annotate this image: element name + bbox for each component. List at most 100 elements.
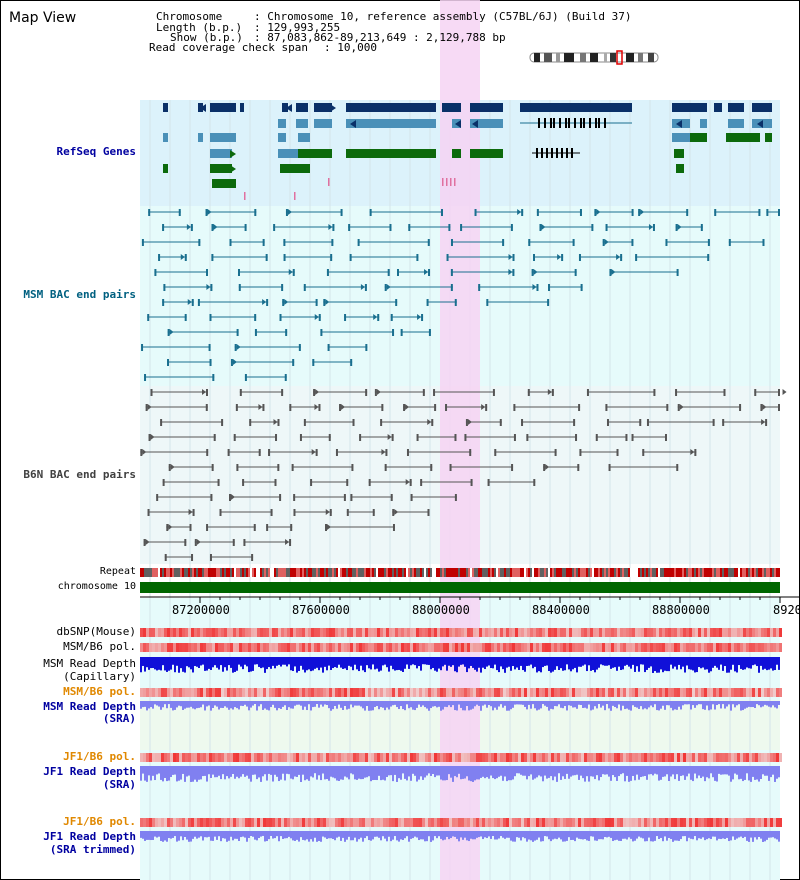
heat-cell [209,628,212,637]
depth-bar [424,701,426,708]
depth-bar [762,701,764,707]
depth-bar [756,657,758,667]
depth-bar [254,831,256,840]
heat-cell [263,643,266,652]
msm-pair-end [675,224,678,231]
gene-arrow [676,120,682,128]
depth-bar [714,766,716,781]
depth-bar [326,766,328,780]
heat-cell [614,643,617,652]
track-label-b6n-bac[interactable]: B6N BAC end pairs [23,468,136,481]
track-label-refseq[interactable]: RefSeq Genes [56,145,136,158]
depth-bar [160,831,162,841]
depth-bar [198,831,200,838]
repeat-cell [776,568,778,577]
heat-cell [587,818,590,827]
heat-cell [206,688,209,697]
depth-bar [266,831,268,842]
depth-bar [766,657,768,671]
track-label-msm-bac[interactable]: MSM BAC end pairs [23,288,136,301]
depth-bar [626,657,628,665]
heat-cell [491,628,494,637]
b6n-pair-end [666,404,669,411]
depth-bar [220,701,222,708]
depth-bar [168,766,170,781]
depth-bar [268,831,270,840]
depth-bar [752,701,754,708]
heat-cell [665,818,668,827]
heat-cell [722,628,725,637]
msm-pair-arrow [232,359,237,365]
repeat-cell [644,568,646,577]
depth-bar [680,701,682,710]
depth-bar [532,657,534,669]
depth-bar [556,657,558,667]
depth-bar [756,701,758,705]
depth-bar [716,701,718,706]
repeat-cell [774,568,776,577]
depth-bar [458,657,460,667]
b6n-pair-end [586,389,589,396]
depth-bar [582,831,584,840]
heat-cell [287,688,290,697]
repeat-cell [538,568,540,577]
heat-cell [620,643,623,652]
depth-bar [226,701,228,708]
heat-cell [737,818,740,827]
depth-bar [190,701,192,707]
depth-bar [318,766,320,776]
heat-cell [671,643,674,652]
b6n-pair-end [616,449,619,456]
repeat-cell [370,568,372,577]
depth-bar [242,701,244,707]
heat-cell [359,643,362,652]
heat-cell [359,688,362,697]
gene-block [674,149,684,158]
heat-cell [752,753,755,762]
heat-cell [245,688,248,697]
depth-bar [262,701,264,710]
heat-cell [662,643,665,652]
chromosome-bar [140,582,780,593]
b6n-pair-end [315,449,318,456]
heat-cell [320,688,323,697]
depth-bar [384,701,386,711]
heat-cell [179,688,182,697]
depth-bar [660,831,662,838]
repeat-cell [586,568,588,577]
repeat-cell [638,568,640,577]
depth-bar [666,831,668,841]
b6n-pair-end [722,419,725,426]
heat-cell [419,628,422,637]
heat-cell [200,688,203,697]
b6n-pair-end [642,449,645,456]
depth-bar [162,701,164,708]
depth-bar [738,766,740,780]
depth-bar [702,831,704,838]
b6n-pair-arrow [188,509,193,515]
depth-bar [240,657,242,667]
b6n-pair-end [422,389,425,396]
depth-bar [626,831,628,840]
heat-cell [152,628,155,637]
depth-bar [582,657,584,666]
depth-bar [648,701,650,708]
depth-bar [404,657,406,669]
repeat-cell [734,568,736,577]
repeat-cell [392,568,394,577]
heat-cell [560,753,563,762]
depth-bar [560,766,562,780]
depth-bar [250,701,252,708]
gene-block [163,164,168,173]
depth-bar [758,831,760,837]
msm-pair-end [392,329,395,336]
depth-bar [616,831,618,840]
gene-exon-tick [536,148,538,158]
depth-bar [622,657,624,670]
heat-cell [644,753,647,762]
heat-cell [593,628,596,637]
heat-cell [752,628,755,637]
depth-bar [512,831,514,842]
heat-cell [677,643,680,652]
repeat-cell [682,568,684,577]
